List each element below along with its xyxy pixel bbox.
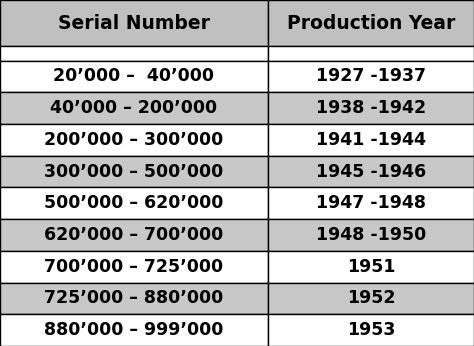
Bar [0, 219, 268, 251]
Bar [0, 156, 268, 188]
Text: 200’000 – 300’000: 200’000 – 300’000 [44, 131, 224, 149]
Bar [268, 46, 474, 61]
Bar [0, 124, 268, 156]
Text: 1945 -1946: 1945 -1946 [316, 163, 426, 181]
Bar [0, 251, 268, 283]
Text: 300’000 – 500’000: 300’000 – 500’000 [44, 163, 224, 181]
Text: 500’000 – 620’000: 500’000 – 620’000 [44, 194, 224, 212]
Bar [0, 188, 268, 219]
Text: 1947 -1948: 1947 -1948 [316, 194, 426, 212]
Text: 1938 -1942: 1938 -1942 [316, 99, 426, 117]
Text: 880’000 – 999’000: 880’000 – 999’000 [44, 321, 224, 339]
Text: 725’000 – 880’000: 725’000 – 880’000 [44, 289, 224, 308]
Text: 1927 -1937: 1927 -1937 [316, 67, 426, 85]
Bar [268, 156, 474, 188]
Text: 1948 -1950: 1948 -1950 [316, 226, 426, 244]
Text: 20’000 –  40’000: 20’000 – 40’000 [54, 67, 214, 85]
Text: 1953: 1953 [346, 321, 395, 339]
Text: 620’000 – 700’000: 620’000 – 700’000 [44, 226, 224, 244]
Text: Production Year: Production Year [287, 13, 455, 33]
Text: 1952: 1952 [346, 289, 395, 308]
Bar [0, 314, 268, 346]
Bar [268, 314, 474, 346]
Bar [268, 283, 474, 314]
Text: 700’000 – 725’000: 700’000 – 725’000 [45, 258, 223, 276]
Bar [268, 0, 474, 46]
Bar [268, 61, 474, 92]
Bar [0, 61, 268, 92]
Bar [268, 124, 474, 156]
Bar [268, 251, 474, 283]
Bar [0, 92, 268, 124]
Bar [0, 283, 268, 314]
Text: 1951: 1951 [346, 258, 395, 276]
Bar [0, 0, 268, 46]
Text: Serial Number: Serial Number [58, 13, 210, 33]
Bar [268, 188, 474, 219]
Bar [0, 46, 268, 61]
Bar [268, 92, 474, 124]
Bar [268, 219, 474, 251]
Text: 1941 -1944: 1941 -1944 [316, 131, 426, 149]
Text: 40’000 – 200’000: 40’000 – 200’000 [50, 99, 218, 117]
